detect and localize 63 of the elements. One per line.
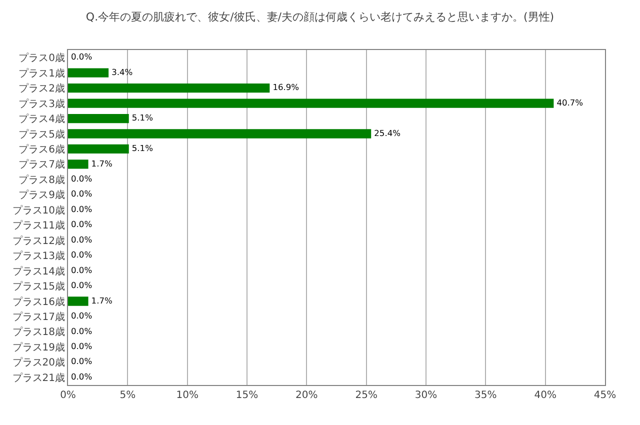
bar xyxy=(68,296,88,306)
data-label: 5.1% xyxy=(132,112,154,123)
y-tick-label: プラス10歳 xyxy=(12,204,65,216)
y-tick-label: プラス19歳 xyxy=(12,341,65,354)
y-tick-label: プラス18歳 xyxy=(12,326,65,338)
data-label: 0.0% xyxy=(71,341,92,352)
x-tick-label: 30% xyxy=(414,390,438,401)
data-label: 0.0% xyxy=(71,174,92,184)
x-tick-label: 45% xyxy=(594,390,616,401)
x-tick-label: 40% xyxy=(534,390,556,401)
y-tick-label: プラス21歳 xyxy=(12,372,65,384)
bar xyxy=(68,84,270,93)
y-tick-label: プラス15歳 xyxy=(12,280,65,293)
x-tick-label: 15% xyxy=(236,390,258,401)
y-tick-label: プラス11歳 xyxy=(12,220,65,232)
y-tick-label: プラス3歳 xyxy=(18,98,65,110)
data-label: 1.7% xyxy=(91,295,112,306)
data-label: 0.0% xyxy=(71,250,92,260)
bar xyxy=(68,114,129,124)
data-label: 0.0% xyxy=(70,326,92,336)
x-tick-label: 5% xyxy=(120,390,136,401)
data-label: 16.9% xyxy=(272,82,300,92)
data-label: 0.0% xyxy=(70,204,92,214)
y-tick-label: プラス13歳 xyxy=(12,250,65,262)
bar xyxy=(68,98,554,108)
y-tick-label: プラス16歳 xyxy=(12,296,65,308)
y-tick-label: プラス12歳 xyxy=(12,234,65,247)
x-tick-label: 20% xyxy=(296,390,318,401)
y-tick-label: プラス5歳 xyxy=(18,128,65,140)
bar xyxy=(68,160,88,169)
y-tick-label: プラス7歳 xyxy=(18,158,65,171)
y-tick-label: プラス1歳 xyxy=(18,67,65,80)
y-tick-label: プラス9歳 xyxy=(18,189,65,202)
data-label: 0.0% xyxy=(71,280,92,290)
data-label: 40.7% xyxy=(556,97,584,108)
x-tick-label: 25% xyxy=(355,390,378,401)
y-tick-label: プラス8歳 xyxy=(18,174,65,186)
y-tick-label: プラス14歳 xyxy=(12,265,65,278)
chart-title: Q.今年の夏の肌疲れで、彼女/彼氏、妻/夫の顔は何歳くらい老けてみえると思いますか。(男性) xyxy=(86,10,554,24)
data-label: 5.1% xyxy=(132,143,154,154)
bar xyxy=(68,129,372,138)
y-tick-label: プラス4歳 xyxy=(18,113,65,126)
y-tick-label: プラス0歳 xyxy=(18,52,65,64)
data-label: 0.0% xyxy=(71,356,92,366)
y-tick-label: プラス6歳 xyxy=(18,143,65,156)
y-tick-label: プラス20歳 xyxy=(12,356,65,369)
x-tick-label: 35% xyxy=(474,390,497,401)
data-label: 1.7% xyxy=(91,158,112,168)
data-label: 0.0% xyxy=(71,310,92,321)
bar xyxy=(68,144,129,154)
data-label: 0.0% xyxy=(71,188,92,199)
data-label: 0.0% xyxy=(70,219,92,230)
data-label: 0.0% xyxy=(70,264,92,275)
y-tick-label: プラス2歳 xyxy=(18,82,65,95)
data-label: 25.4% xyxy=(374,128,401,138)
data-label: 0.0% xyxy=(71,234,92,244)
data-label: 3.4% xyxy=(112,66,133,77)
data-label: 0.0% xyxy=(70,52,92,62)
y-tick-label: プラス17歳 xyxy=(12,310,65,323)
data-label: 0.0% xyxy=(70,371,92,382)
bar xyxy=(68,68,109,78)
x-tick-label: 0% xyxy=(60,390,76,401)
x-tick-label: 10% xyxy=(176,390,198,401)
